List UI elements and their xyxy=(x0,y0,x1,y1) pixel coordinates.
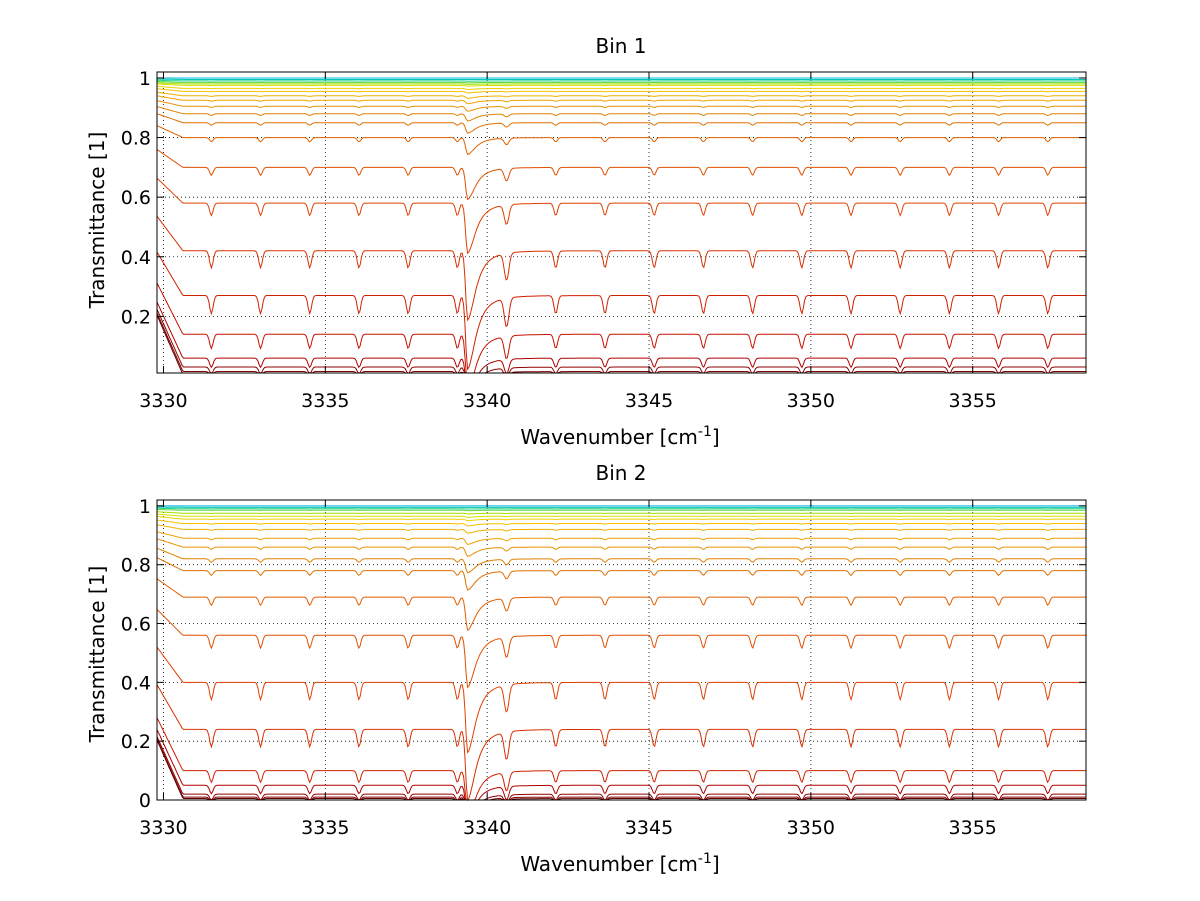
series-line xyxy=(156,531,1086,545)
series-line xyxy=(156,729,1086,801)
axes-frame xyxy=(156,499,1087,801)
y-tick-label: 0.8 xyxy=(121,128,151,150)
series-line xyxy=(156,524,1086,534)
series-line xyxy=(156,717,1086,801)
series-line xyxy=(156,538,1086,557)
axes-frame xyxy=(156,71,1087,374)
series-line xyxy=(156,508,1086,512)
series-line xyxy=(156,100,1086,112)
x-axis-label: Wavenumber [cm-1] xyxy=(520,851,719,876)
x-axis-label-superscript: -1 xyxy=(698,424,712,440)
y-axis-label: Transmittance [1] xyxy=(85,566,109,744)
series-line xyxy=(156,315,1086,374)
series-line xyxy=(156,177,1086,255)
series-line xyxy=(156,309,1086,374)
series-line xyxy=(157,511,1086,515)
series-line xyxy=(156,85,1086,91)
ticks: 3330 3335 3340 3345 3350 3355 0 0.2 0.4 0.6 0.8 1 xyxy=(121,496,1086,839)
x-tick-label: 3340 xyxy=(463,817,511,839)
x-axis-label-superscript: -1 xyxy=(698,851,712,867)
series-line xyxy=(156,739,1086,801)
series-line xyxy=(156,215,1086,322)
grid-lines xyxy=(157,500,1086,801)
series-line xyxy=(156,507,1086,510)
series-line xyxy=(156,519,1086,527)
series-line xyxy=(156,95,1086,105)
y-tick-label: 0.2 xyxy=(121,306,151,328)
series-line xyxy=(156,516,1086,522)
series-line xyxy=(156,513,1086,518)
series-line xyxy=(156,301,1086,374)
y-tick-label: 0.2 xyxy=(121,731,151,753)
y-tick-label: 1 xyxy=(139,68,151,90)
x-tick-label: 3335 xyxy=(301,817,349,839)
series-line xyxy=(156,81,1086,84)
series-line xyxy=(156,557,1086,591)
series-line xyxy=(156,609,1086,689)
x-tick-label: 3355 xyxy=(949,817,997,839)
x-tick-label: 3330 xyxy=(139,390,187,412)
ticks: 3330 3335 3340 3345 3350 3355 0.2 0.4 0.6 0.8 1 xyxy=(121,68,1086,412)
series-group xyxy=(156,77,1086,374)
series-line xyxy=(156,312,1086,374)
series-line xyxy=(156,578,1086,632)
series-line xyxy=(156,282,1086,374)
x-tick-label: 3340 xyxy=(463,390,511,412)
y-tick-label: 1 xyxy=(139,496,151,518)
x-tick-label: 3330 xyxy=(139,817,187,839)
chart-title: Bin 2 xyxy=(595,461,646,485)
chart-bin-2: Bin 2 Transmittance [1] Wavenumber [cm-1… xyxy=(85,461,1087,876)
series-line xyxy=(156,646,1086,754)
x-tick-label: 3335 xyxy=(301,390,349,412)
y-tick-label: 0.6 xyxy=(121,187,151,209)
series-line xyxy=(156,251,1086,371)
series-group xyxy=(156,505,1086,802)
grid-lines xyxy=(157,72,1086,373)
series-line xyxy=(156,125,1086,156)
chart-title: Bin 1 xyxy=(595,34,646,58)
x-tick-label: 3345 xyxy=(625,817,673,839)
x-tick-label: 3350 xyxy=(787,390,835,412)
series-line xyxy=(156,79,1086,82)
series-line xyxy=(156,684,1086,802)
series-line xyxy=(156,736,1086,801)
y-tick-label: 0.8 xyxy=(121,555,151,577)
x-tick-label: 3345 xyxy=(625,390,673,412)
series-line xyxy=(156,547,1086,574)
series-line xyxy=(156,113,1086,134)
series-line xyxy=(156,91,1086,99)
series-line xyxy=(156,149,1086,201)
y-tick-label: 0.4 xyxy=(121,672,151,694)
series-line xyxy=(156,738,1086,801)
x-axis-label: Wavenumber [cm-1] xyxy=(520,424,719,449)
y-tick-label: 0.6 xyxy=(121,614,151,636)
series-line xyxy=(156,82,1086,85)
y-tick-label: 0 xyxy=(139,790,151,812)
series-line xyxy=(156,88,1086,94)
x-tick-label: 3355 xyxy=(949,390,997,412)
y-tick-label: 0.4 xyxy=(121,247,151,269)
series-line xyxy=(156,106,1086,122)
y-axis-label: Transmittance [1] xyxy=(85,132,109,310)
series-line xyxy=(156,83,1086,87)
x-tick-label: 3350 xyxy=(787,817,835,839)
chart-bin-1: Bin 1 Transmittance [1] Wavenumber [cm-1… xyxy=(85,34,1087,449)
